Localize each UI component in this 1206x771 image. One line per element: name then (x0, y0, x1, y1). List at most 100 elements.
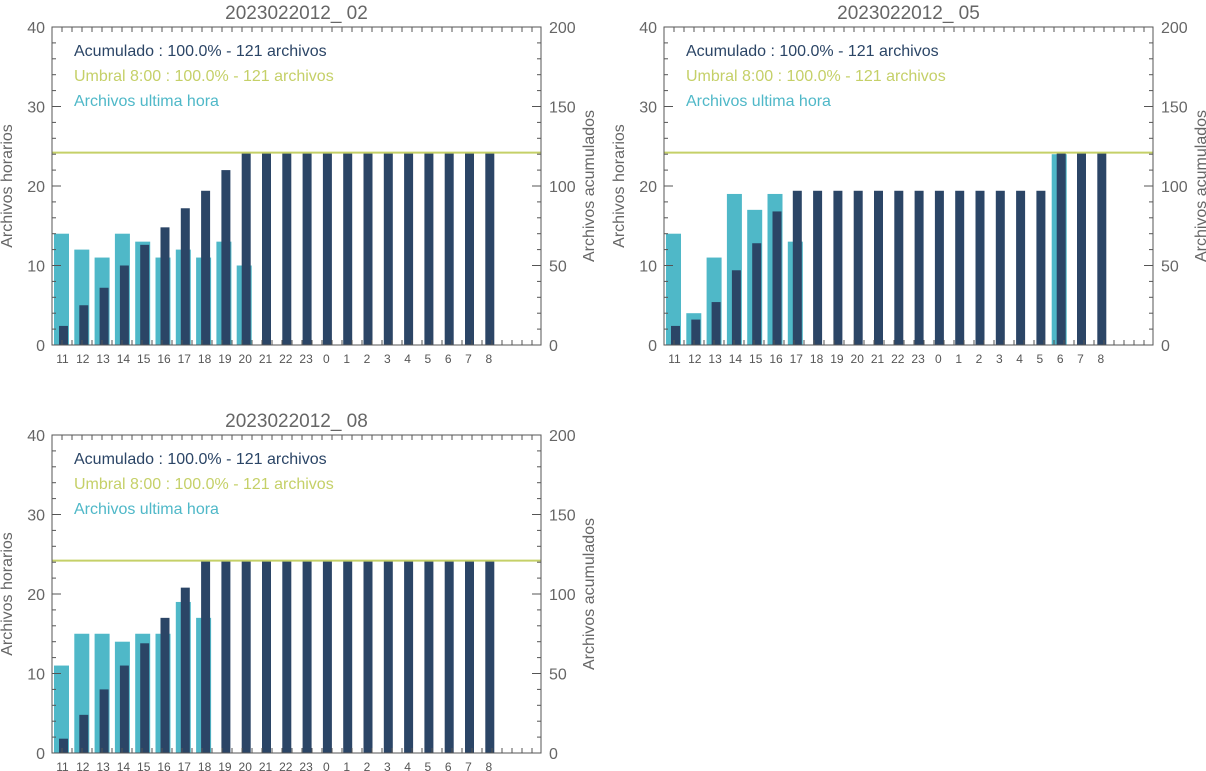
legend-entry-3: Archivos ultima hora (686, 93, 831, 110)
y-left-tick-label: 30 (27, 100, 45, 117)
x-tick-label-8: 8 (485, 760, 492, 771)
cumulative-bar-1 (343, 560, 353, 753)
x-tick-label-15: 15 (749, 352, 763, 366)
cumulative-bar-5 (1036, 190, 1046, 345)
y-right-axis-label: Archivos acumulados (1193, 110, 1206, 262)
cumulative-bar-3 (995, 190, 1005, 345)
cumulative-bar-8 (1097, 152, 1107, 345)
y-left-axis-label: Archivos horarios (0, 532, 16, 656)
x-tick-label-23: 23 (299, 352, 313, 366)
x-tick-label-5: 5 (1037, 352, 1044, 366)
cumulative-bar-8 (485, 152, 495, 345)
cumulative-bar-22 (282, 560, 292, 753)
x-tick-label-19: 19 (218, 760, 232, 771)
cumulative-bar-2 (363, 560, 373, 753)
x-tick-label-6: 6 (1057, 352, 1064, 366)
x-tick-label-13: 13 (708, 352, 722, 366)
cumulative-bar-1 (343, 152, 353, 345)
cumulative-bar-7 (465, 560, 474, 753)
y-left-tick-label: 20 (27, 587, 45, 604)
legend-entry-3: Archivos ultima hora (74, 93, 219, 110)
cumulative-bar-3 (383, 560, 393, 753)
cumulative-bar-20 (241, 152, 251, 345)
x-tick-label-0: 0 (323, 760, 330, 771)
cumulative-bar-14 (731, 270, 741, 345)
x-tick-label-14: 14 (117, 352, 131, 366)
cumulative-bar-18 (201, 190, 211, 345)
y-left-tick-label: 20 (27, 179, 45, 196)
y-right-tick-label: 0 (1161, 338, 1170, 355)
x-tick-label-14: 14 (117, 760, 131, 771)
legend-entry-2: Umbral 8:00 : 100.0% - 121 archivos (74, 476, 334, 493)
x-tick-label-5: 5 (425, 352, 432, 366)
y-right-tick-label: 0 (549, 746, 558, 763)
y-left-tick-label: 40 (639, 20, 657, 37)
x-tick-label-13: 13 (96, 352, 110, 366)
legend-entry-3: Archivos ultima hora (74, 501, 219, 518)
x-tick-label-16: 16 (157, 760, 171, 771)
cumulative-bar-4 (404, 152, 414, 345)
cumulative-bar-22 (894, 190, 904, 345)
cumulative-bar-17 (792, 190, 802, 345)
x-tick-label-20: 20 (851, 352, 865, 366)
x-tick-label-17: 17 (790, 352, 804, 366)
x-tick-label-14: 14 (729, 352, 743, 366)
y-right-tick-label: 200 (549, 428, 576, 445)
x-tick-label-19: 19 (830, 352, 844, 366)
cumulative-bar-15 (140, 643, 150, 753)
x-tick-label-20: 20 (239, 760, 253, 771)
cumulative-bar-6 (444, 560, 454, 753)
y-right-tick-label: 200 (1161, 20, 1188, 37)
cumulative-bar-2 (975, 190, 985, 345)
x-tick-label-21: 21 (871, 352, 885, 366)
x-tick-label-21: 21 (259, 760, 273, 771)
x-tick-label-6: 6 (445, 760, 452, 771)
cumulative-bar-22 (282, 152, 292, 345)
legend-entry-1: Acumulado : 100.0% - 121 archivos (74, 451, 327, 468)
cumulative-bar-23 (914, 190, 924, 345)
hourly-bar-11 (54, 665, 69, 753)
y-left-tick-label: 20 (639, 179, 657, 196)
x-tick-label-12: 12 (76, 760, 90, 771)
x-tick-label-21: 21 (259, 352, 273, 366)
x-tick-label-23: 23 (299, 760, 313, 771)
cumulative-bar-12 (79, 714, 89, 753)
x-tick-label-22: 22 (891, 352, 905, 366)
cumulative-bar-23 (302, 560, 312, 753)
cumulative-bar-21 (874, 190, 883, 345)
cumulative-bar-11 (59, 325, 68, 345)
cumulative-bar-2 (363, 152, 373, 345)
cumulative-bar-15 (140, 244, 150, 345)
x-tick-label-22: 22 (279, 352, 293, 366)
y-right-axis-label: Archivos acumulados (581, 518, 598, 670)
y-right-tick-label: 0 (549, 338, 558, 355)
x-tick-label-3: 3 (384, 352, 391, 366)
cumulative-bar-5 (424, 560, 434, 753)
cumulative-bar-6 (444, 152, 454, 345)
x-tick-label-2: 2 (364, 352, 371, 366)
y-left-tick-label: 10 (27, 259, 45, 276)
x-tick-label-17: 17 (178, 352, 192, 366)
x-tick-label-8: 8 (1097, 352, 1104, 366)
x-tick-label-22: 22 (279, 760, 293, 771)
cumulative-bar-16 (160, 227, 170, 345)
y-left-tick-label: 30 (27, 508, 45, 525)
y-left-tick-label: 30 (639, 100, 657, 117)
cumulative-bar-13 (99, 287, 109, 345)
cumulative-bar-0 (322, 560, 332, 753)
cumulative-bar-14 (119, 265, 129, 345)
chart-title: 2023022012_ 08 (225, 411, 368, 432)
cumulative-bar-4 (404, 560, 414, 753)
x-tick-label-1: 1 (343, 760, 350, 771)
y-left-tick-label: 10 (27, 667, 45, 684)
x-tick-label-2: 2 (976, 352, 983, 366)
cumulative-bar-13 (711, 302, 721, 345)
legend-entry-1: Acumulado : 100.0% - 121 archivos (686, 43, 939, 60)
x-tick-label-1: 1 (343, 352, 350, 366)
x-tick-label-0: 0 (935, 352, 942, 366)
x-tick-label-19: 19 (218, 352, 232, 366)
